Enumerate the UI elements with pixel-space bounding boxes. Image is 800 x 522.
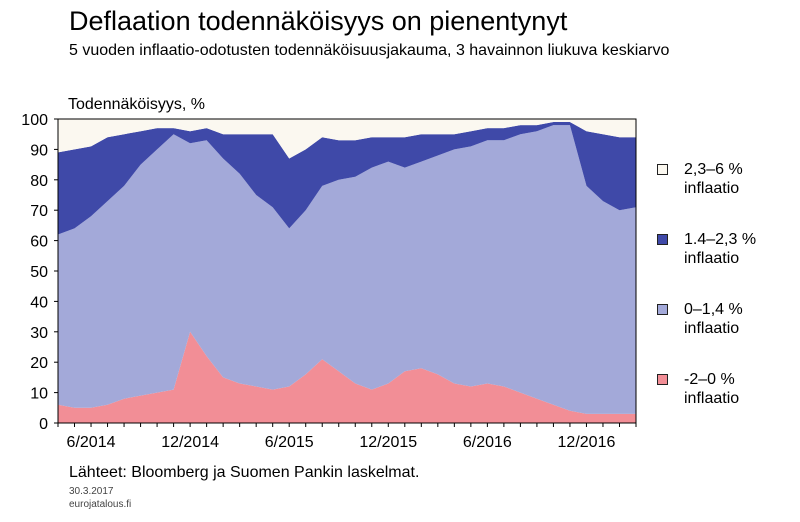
area-band-high: [58, 119, 636, 159]
source-note: Lähteet: Bloomberg ja Suomen Pankin lask…: [69, 464, 420, 481]
legend-label-line1: 0–1,4 %: [684, 301, 743, 318]
y-tick-label: 100: [21, 112, 48, 129]
x-tick-label: 12/2016: [558, 434, 616, 451]
area-band-mid: [58, 122, 636, 235]
legend-label-line2: inflaatio: [684, 320, 740, 337]
legend-label-band4: 2,3–6 % inflaatio: [684, 160, 794, 198]
y-tick-label: 30: [30, 325, 48, 342]
legend: 2,3–6 % inflaatio 1.4–2,3 % inflaatio 0–…: [655, 160, 795, 440]
legend-label-line2: inflaatio: [684, 250, 740, 267]
y-tick-label: 60: [30, 234, 48, 251]
y-tick-label: 10: [30, 386, 48, 403]
legend-item-band3: 1.4–2,3 % inflaatio: [655, 230, 795, 300]
legend-label-line2: inflaatio: [684, 390, 740, 407]
legend-label-band3: 1.4–2,3 % inflaatio: [684, 230, 794, 268]
y-tick-label: 90: [30, 142, 48, 159]
legend-item-band2: 0–1,4 % inflaatio: [655, 300, 795, 370]
legend-label-line2: inflaatio: [684, 180, 740, 197]
y-tick-label: 70: [30, 203, 48, 220]
legend-item-band4: 2,3–6 % inflaatio: [655, 160, 795, 230]
legend-label-line1: -2–0 %: [684, 371, 735, 388]
area-band-low: [58, 125, 636, 414]
chart-subtitle: 5 vuoden inflaatio-odotusten todennäköis…: [69, 42, 670, 59]
legend-swatch-band2: [657, 304, 668, 315]
x-tick-label: 6/2014: [67, 434, 116, 451]
x-tick-label: 6/2016: [463, 434, 512, 451]
y-tick-label: 40: [30, 294, 48, 311]
site-name: eurojatalous.fi: [69, 499, 132, 510]
y-tick-label: 80: [30, 173, 48, 190]
y-tick-label: 20: [30, 355, 48, 372]
legend-label-line1: 1.4–2,3 %: [684, 231, 757, 248]
legend-label-line1: 2,3–6 %: [684, 161, 743, 178]
y-tick-label: 50: [30, 264, 48, 281]
legend-swatch-band3: [657, 234, 668, 245]
chart-axes: 0 10 20 30 40 50 60 70 80 90 100 6/2014 12/2014 6/201…: [21, 112, 637, 451]
y-axis-label: Todennäköisyys, %: [68, 96, 205, 113]
chart-areas: [58, 119, 636, 423]
x-tick-label: 6/2015: [265, 434, 314, 451]
y-tick-label: 0: [39, 416, 48, 433]
legend-swatch-band1: [657, 374, 668, 385]
chart-title: Deflaation todennäköisyys on pienentynyt: [69, 6, 568, 36]
legend-label-band2: 0–1,4 % inflaatio: [684, 300, 794, 338]
x-tick-label: 12/2014: [161, 434, 219, 451]
legend-item-band1: -2–0 % inflaatio: [655, 370, 795, 440]
x-tick-label: 12/2015: [359, 434, 417, 451]
publication-date: 30.3.2017: [69, 486, 114, 497]
legend-label-band1: -2–0 % inflaatio: [684, 370, 794, 408]
legend-swatch-band4: [657, 164, 668, 175]
